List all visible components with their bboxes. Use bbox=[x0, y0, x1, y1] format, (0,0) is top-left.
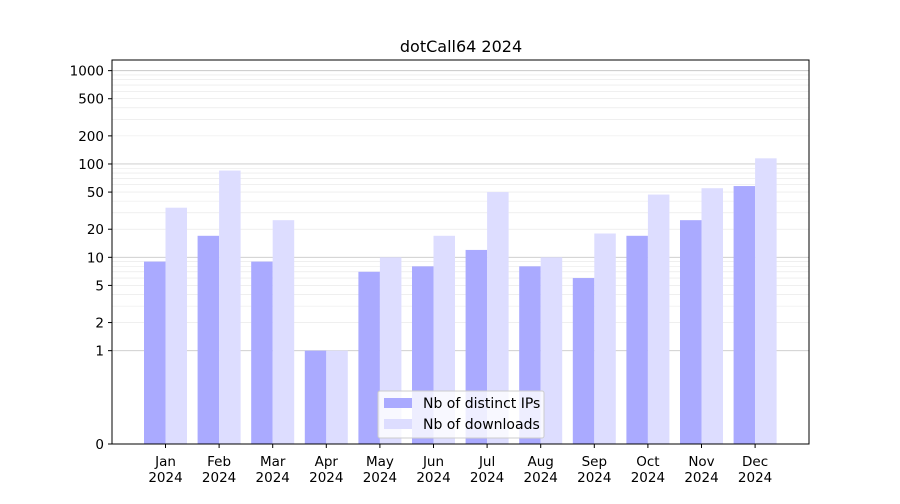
bar-downloads-mar bbox=[272, 220, 295, 444]
bar-downloads-nov bbox=[701, 188, 723, 444]
bar-downloads-aug bbox=[540, 257, 563, 444]
legend-label-distinct-ips: Nb of distinct IPs bbox=[423, 396, 540, 412]
x-tick-label-year: 2024 bbox=[416, 470, 450, 486]
y-tick-label: 5 bbox=[95, 278, 104, 294]
bar-downloads-sep bbox=[594, 233, 616, 444]
legend: Nb of distinct IPs Nb of downloads bbox=[377, 390, 545, 439]
legend-box bbox=[377, 390, 545, 439]
x-tick-label-year: 2024 bbox=[470, 470, 504, 486]
chart-title: dotCall64 2024 bbox=[400, 37, 522, 56]
bar-downloads-feb bbox=[219, 170, 241, 444]
x-tick-label-month: Apr bbox=[315, 454, 339, 470]
bar-distinct-ips-jan bbox=[144, 261, 166, 444]
x-tick-label-month: Oct bbox=[636, 454, 659, 470]
x-tick-label-month: Jan bbox=[154, 454, 176, 470]
x-tick-label-year: 2024 bbox=[309, 470, 343, 486]
y-tick-label: 2 bbox=[95, 316, 104, 332]
bar-downloads-oct bbox=[647, 194, 670, 444]
x-tick-label-month: Mar bbox=[260, 454, 286, 470]
x-tick-label-year: 2024 bbox=[363, 470, 397, 486]
legend-swatch-distinct-ips bbox=[384, 398, 412, 408]
x-tick-label-year: 2024 bbox=[256, 470, 290, 486]
bar-distinct-ips-apr bbox=[304, 350, 327, 444]
bar-distinct-ips-mar bbox=[251, 261, 273, 444]
plot-area-frame bbox=[111, 59, 810, 445]
bar-distinct-ips-feb bbox=[197, 235, 220, 444]
bar-distinct-ips-nov bbox=[680, 220, 702, 444]
bar-downloads-jul bbox=[487, 192, 509, 444]
y-tick-label: 200 bbox=[78, 129, 104, 145]
x-tick-label-year: 2024 bbox=[577, 470, 611, 486]
y-tick-label: 1 bbox=[95, 344, 104, 360]
x-tick-label-month: Jul bbox=[478, 454, 495, 470]
x-tick-label-month: Jun bbox=[422, 454, 444, 470]
y-tick-label: 0 bbox=[95, 437, 104, 453]
y-tick-label: 50 bbox=[87, 185, 104, 201]
x-tick-label-month: May bbox=[366, 454, 394, 470]
x-tick-label-year: 2024 bbox=[738, 470, 772, 486]
x-tick-label-month: Nov bbox=[688, 454, 714, 470]
y-tick-label: 10 bbox=[87, 250, 104, 266]
legend-label-downloads: Nb of downloads bbox=[423, 417, 540, 433]
y-tick-label: 20 bbox=[87, 222, 104, 238]
x-tick-label-year: 2024 bbox=[684, 470, 718, 486]
bar-distinct-ips-dec bbox=[733, 186, 756, 444]
y-tick-label: 100 bbox=[78, 157, 104, 173]
x-tick-label-year: 2024 bbox=[148, 470, 182, 486]
y-axis: 0 1 2 5 10 20 50 100 200 500 1000 bbox=[70, 64, 112, 453]
x-tick-label-year: 2024 bbox=[524, 470, 558, 486]
y-tick-label: 500 bbox=[78, 92, 104, 108]
legend-swatch-downloads bbox=[384, 419, 412, 429]
x-tick-label-year: 2024 bbox=[202, 470, 236, 486]
y-tick-label: 1000 bbox=[70, 64, 104, 80]
bar-distinct-ips-oct bbox=[626, 235, 648, 444]
bar-downloads-jan bbox=[165, 207, 187, 444]
x-tick-label-month: Aug bbox=[528, 454, 554, 470]
bar-distinct-ips-may bbox=[358, 271, 380, 444]
x-axis: Jan2024Feb2024Mar2024Apr2024May2024Jun20… bbox=[148, 444, 772, 486]
bar-downloads-dec bbox=[755, 158, 777, 444]
x-tick-label-month: Sep bbox=[582, 454, 607, 470]
bar-distinct-ips-sep bbox=[572, 278, 595, 444]
x-tick-label-month: Dec bbox=[742, 454, 768, 470]
bar-downloads-apr bbox=[326, 350, 348, 444]
x-tick-label-month: Feb bbox=[207, 454, 231, 470]
x-tick-label-year: 2024 bbox=[631, 470, 665, 486]
